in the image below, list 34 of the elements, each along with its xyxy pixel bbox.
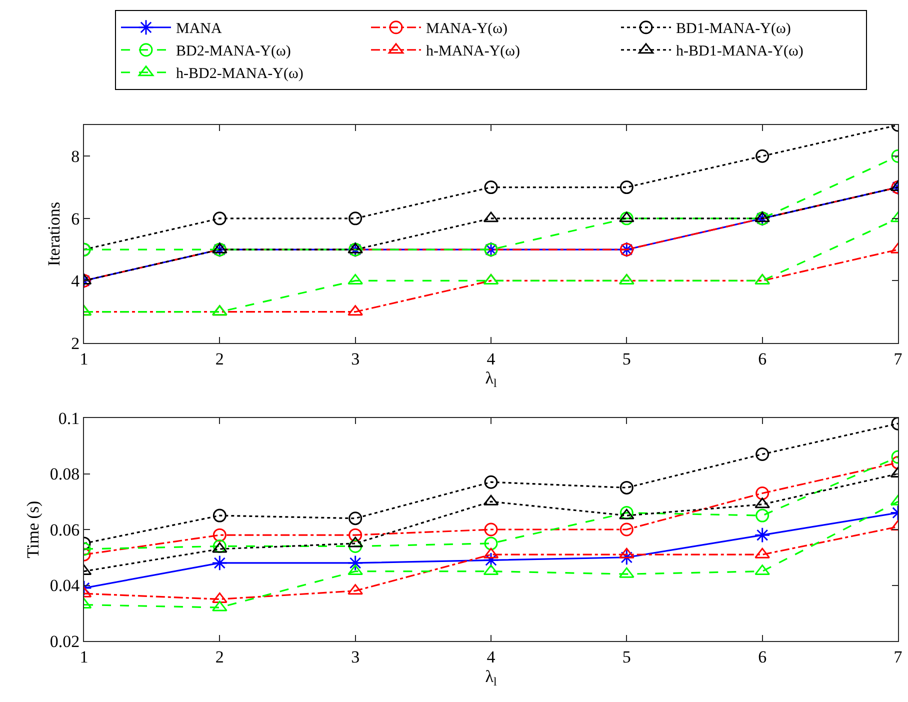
x-tick-label: 4 xyxy=(486,349,496,368)
x-tick-label: 1 xyxy=(80,349,88,368)
x-tick-label: 2 xyxy=(215,349,224,368)
y-tick-label: 6 xyxy=(71,209,80,228)
y-tick-label: 0.06 xyxy=(50,520,80,540)
y-tick-label: 8 xyxy=(71,147,80,166)
y-tick-label: 0.02 xyxy=(50,632,80,651)
x-axis-title: λ$_{l}$ xyxy=(485,666,498,688)
legend-label: h-MANA-Y(ω) xyxy=(426,44,520,60)
legend-label: h-BD2-MANA-Y(ω) xyxy=(176,66,304,82)
x-axis-title: λ$_{l}$ xyxy=(485,368,498,390)
y-axis-title: Time (s) xyxy=(23,500,42,558)
x-tick-label: 2 xyxy=(215,647,224,666)
legend-label: BD1-MANA-Y(ω) xyxy=(676,21,791,38)
x-tick-label: 3 xyxy=(351,349,360,368)
x-tick-label: 5 xyxy=(622,349,631,368)
x-tick-label: 3 xyxy=(351,647,360,666)
x-tick-label: 1 xyxy=(80,647,88,666)
x-tick-label: 4 xyxy=(486,647,496,666)
y-tick-label: 4 xyxy=(71,272,80,291)
x-tick-label: 5 xyxy=(622,647,631,666)
x-tick-label: 7 xyxy=(894,349,903,368)
y-tick-label: 0.04 xyxy=(50,576,80,596)
x-tick-label: 6 xyxy=(758,349,767,368)
legend-label: h-BD1-MANA-Y(ω) xyxy=(676,44,804,60)
x-tick-label: 7 xyxy=(894,647,903,666)
x-tick-label: 6 xyxy=(758,647,767,666)
legend-label: MANA xyxy=(176,21,222,38)
y-tick-label: 0.08 xyxy=(50,464,80,484)
y-tick-label: 2 xyxy=(71,334,80,353)
y-axis-title: Iterations xyxy=(44,202,64,266)
legend-label: BD2-MANA-Y(ω) xyxy=(176,44,291,60)
y-tick-label: 0.1 xyxy=(58,408,80,428)
legend-label: MANA-Y(ω) xyxy=(426,21,508,38)
